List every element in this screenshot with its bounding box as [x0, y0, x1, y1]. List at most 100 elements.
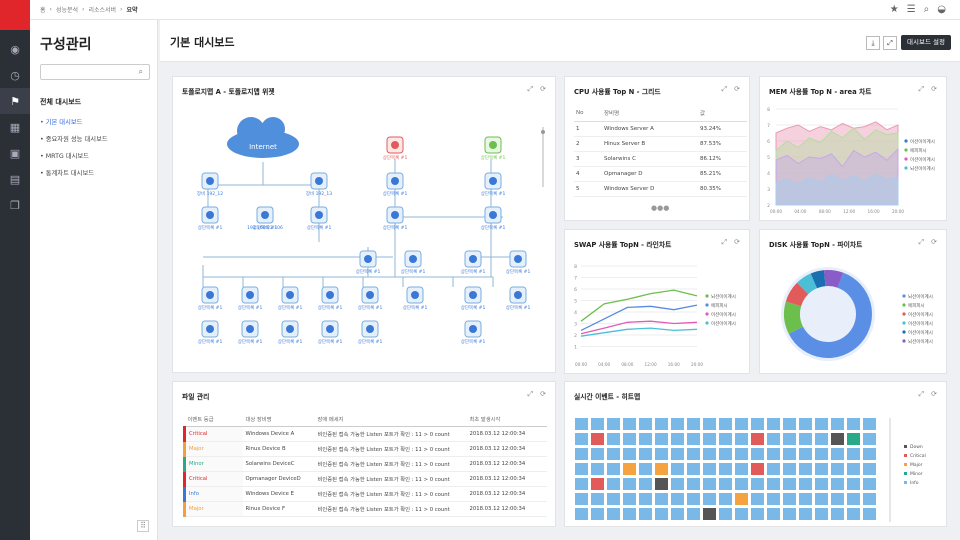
node-icon	[206, 177, 214, 185]
table-cell: Windows Server A	[602, 121, 698, 137]
heatmap-cell	[847, 418, 860, 430]
table-row[interactable]: 1 Windows Server A 93.24%	[574, 121, 747, 137]
settings-icon[interactable]: ☰	[906, 4, 916, 15]
heatmap-cell	[607, 478, 620, 490]
legend-dot	[904, 157, 908, 161]
table-row[interactable]: 4 Opmanager D 85.21%	[574, 166, 747, 182]
expand-icon[interactable]: ⤢	[918, 390, 925, 398]
heatmap-cell	[655, 418, 668, 430]
pie-slice	[785, 282, 809, 307]
heatmap-cell	[655, 478, 668, 490]
refresh-icon[interactable]: ⟳	[540, 85, 546, 93]
heatmap-cell	[639, 448, 652, 460]
heatmap-cell	[655, 463, 668, 475]
pie-slice	[797, 273, 817, 295]
sidebar-search-input[interactable]: ⌕	[40, 64, 150, 80]
grip-icon[interactable]: ⠿	[137, 520, 149, 532]
table-row[interactable]: Critical Windows Device A 비인증된 접속 가능한 List…	[183, 426, 547, 442]
expand-icon[interactable]: ⤢	[918, 85, 925, 93]
node-icon	[326, 291, 334, 299]
refresh-icon[interactable]: ⟳	[931, 390, 937, 398]
heatmap-cell	[831, 493, 844, 505]
heatmap-cell	[607, 508, 620, 520]
node-icon	[315, 177, 323, 185]
topology-map: Internet 장비 192_12 장비 192_13 192.168.22.106…	[197, 117, 545, 345]
expand-icon[interactable]: ⤢	[527, 85, 534, 93]
legend-label: 이션이이계시	[711, 311, 736, 318]
heatmap-grid: Down Critical Major Minor Info	[575, 418, 926, 522]
refresh-icon[interactable]: ⟳	[931, 85, 937, 93]
table-row[interactable]: Major Rinux Device B 비인증된 접속 가능한 Listen 포트…	[183, 441, 547, 457]
expand-icon[interactable]: ⤢	[721, 238, 728, 246]
expand-icon[interactable]: ⤢	[721, 85, 728, 93]
topology-node: 상단목록 #1	[461, 250, 485, 275]
legend-dot	[904, 166, 908, 170]
copy-icon[interactable]: ❐	[10, 198, 20, 212]
swap-line-chart: 1 2 3 4 5 6 7 8 00:00 04:00 08:00 12:00 16:00 20:00 뇌션…	[574, 264, 736, 367]
breadcrumb-perf[interactable]: 성능분석	[55, 7, 79, 14]
table-row[interactable]: Info Windows Device E 비인증된 접속 가능한 Listen 포…	[183, 486, 547, 502]
fullscreen-button[interactable]: ⤢	[883, 36, 897, 50]
expand-icon[interactable]: ⤢	[527, 390, 534, 398]
heatmap-cell	[623, 478, 636, 490]
heatmap-cell	[655, 493, 668, 505]
heatmap-cell	[799, 463, 812, 475]
legend-dot	[705, 294, 709, 298]
table-row[interactable]: Major Rinux Device F 비인증된 접속 가능한 Listen 포트…	[183, 501, 547, 517]
node-icon	[391, 177, 399, 185]
star-icon[interactable]: ★	[889, 4, 899, 15]
app-logo[interactable]	[0, 0, 30, 30]
download-button[interactable]: ⤓	[866, 36, 880, 50]
heatmap-cell	[623, 493, 636, 505]
heatmap-cell	[687, 493, 700, 505]
table-row[interactable]: Critical Opmanager DeviceD 비인증된 접속 가능한 Lis…	[183, 471, 547, 487]
topology-icon[interactable]: ⚑	[0, 88, 30, 114]
topology-node: 상단목록 #1	[278, 286, 302, 311]
node-icon	[409, 255, 417, 263]
sidebar-item-critical[interactable]: • 중요자원 성능 대시보드	[40, 136, 108, 143]
topology-node: 상단목록 #1	[358, 286, 382, 311]
home-icon[interactable]: ◉	[10, 42, 20, 56]
refresh-icon[interactable]: ⟳	[734, 85, 740, 93]
grid-icon[interactable]: ▦	[9, 120, 21, 134]
search-icon[interactable]: ⌕	[923, 4, 930, 15]
user-icon[interactable]: ◒	[937, 4, 946, 15]
table-row[interactable]: 2 Hinux Server B 87.53%	[574, 136, 747, 152]
table-row[interactable]: Minor Solarwins DeviceC 비인증된 접속 가능한 Listen…	[183, 456, 547, 472]
sidebar-item-mrtg[interactable]: • MRTG 대시보드	[40, 153, 89, 160]
heatmap-cell	[863, 463, 876, 475]
breadcrumb-home[interactable]: 홈	[40, 7, 46, 14]
table-row[interactable]: 5 Windows Server D 80.35%	[574, 181, 747, 197]
profile-icon[interactable]: ▣	[9, 146, 21, 160]
legend-label: 이션이이계시	[910, 156, 935, 163]
legend-label: Major	[910, 462, 923, 468]
report-icon[interactable]: ▤	[9, 172, 21, 186]
heatmap-cell	[671, 478, 684, 490]
dashboard-settings-button[interactable]: 대시보드 설정	[901, 35, 951, 50]
refresh-icon[interactable]: ⟳	[734, 238, 740, 246]
refresh-icon[interactable]: ⟳	[931, 238, 937, 246]
heatmap-cell	[783, 433, 796, 445]
pager-dots[interactable]: ●●●	[651, 204, 670, 212]
node-label: 상단목록 #1	[356, 268, 381, 275]
node-icon	[326, 325, 334, 333]
topology-node: 상단목록 #1	[481, 172, 505, 197]
node-label: 상단목록 #1	[401, 268, 426, 275]
clock-icon[interactable]: ◷	[10, 68, 20, 82]
cpu-table: No 장비명 값 1 Windows Server A 93.24% 2 Hinux Ser…	[574, 105, 747, 197]
heatmap-cell	[655, 508, 668, 520]
topology-node: 장비 192_12	[197, 172, 223, 197]
heatmap-cell	[719, 493, 732, 505]
heatmap-cell	[623, 448, 636, 460]
sidebar-item-basic[interactable]: • 기본 대시보드	[40, 119, 83, 126]
search-icon[interactable]: ⌕	[138, 67, 143, 76]
topology-node: 상단목록 #1	[461, 286, 485, 311]
topology-widget: 토폴로지맵 A - 토폴로지맵 위젯 ⤢ ⟳ Internet 장비 192_12 장…	[172, 76, 556, 373]
table-cell: Windows Device E	[242, 486, 315, 502]
heatmap-cell	[847, 463, 860, 475]
table-row[interactable]: 3 Solarwins C 86.12%	[574, 151, 747, 167]
sidebar-item-stats[interactable]: • 통계차트 대시보드	[40, 170, 95, 177]
breadcrumb-resource[interactable]: 리소스서버	[88, 7, 117, 14]
expand-icon[interactable]: ⤢	[918, 238, 925, 246]
refresh-icon[interactable]: ⟳	[540, 390, 546, 398]
